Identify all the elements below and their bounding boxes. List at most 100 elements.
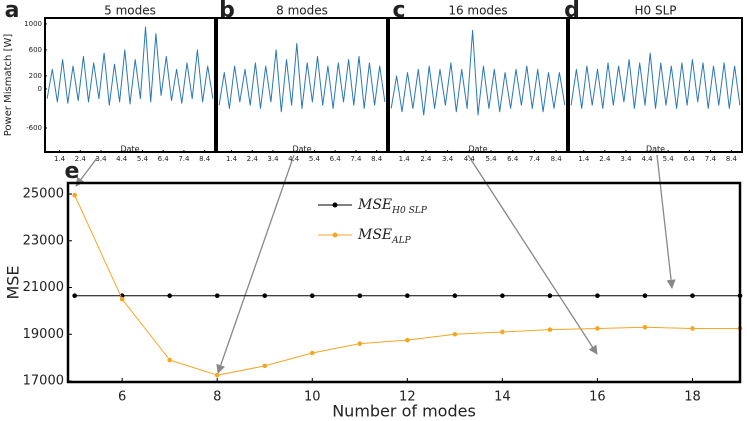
y-tick-label: 25000 [23,186,64,201]
data-line [218,42,386,113]
legend-marker [332,232,338,238]
x-tick-label: 3.4 [95,155,107,163]
data-point [72,293,77,299]
x-tick-label: 8.4 [199,155,211,163]
legend-name: MSE [357,197,392,213]
data-point [500,293,505,299]
legend-subscript: ALP [391,236,411,246]
x-tick-label: 7.4 [350,155,362,163]
x-tick-label: 7.4 [529,155,541,163]
y-tick-label: 0 [38,85,42,93]
panel-title: 5 modes [104,4,156,18]
y-tick-label: 17000 [23,374,64,389]
x-axis-label: Date [646,145,665,154]
y-tick-label: 21000 [23,280,64,295]
x-tick-label: 14 [494,390,511,405]
y-tick-label: 23000 [23,233,64,248]
data-point [119,296,125,302]
x-tick-label: 8 [213,390,221,405]
data-point [452,331,458,337]
x-tick-label: 6.4 [684,155,696,163]
plot-frame [216,17,388,153]
x-tick-label: 6 [118,390,126,405]
x-tick-label: 10 [304,390,321,405]
y-tick-label: 200 [29,72,42,80]
data-point [547,293,553,299]
x-tick-label: 5.4 [485,155,497,163]
x-tick-label: 8.4 [726,155,738,163]
x-tick-label: 2.4 [247,155,259,163]
data-point [167,293,173,299]
x-tick-label: 4.4 [641,155,653,163]
x-axis-label: Date [468,145,487,154]
data-point [167,357,173,363]
panel-title: H0 SLP [634,4,676,18]
y-tick-label: 19000 [23,327,64,342]
x-tick-label: 2.4 [420,155,432,163]
panel-letter: e [65,159,80,184]
data-point [214,293,220,299]
data-point [500,329,505,335]
arrow [75,157,98,187]
y-tick-label: 600 [29,46,42,54]
y-tick-label: -600 [26,124,42,132]
legend-marker [332,202,338,208]
data-point [309,293,315,299]
x-tick-label: 6.4 [330,155,342,163]
panel-letter: c [392,0,405,23]
x-tick-label: 4.4 [116,155,128,163]
legend-label: MSEH0 SLP [357,197,428,216]
plot-frame [568,17,743,153]
y-tick-label: 1000 [24,20,42,28]
x-tick-label: 2.4 [599,155,611,163]
data-point [309,350,315,356]
panel-title: 16 modes [448,4,507,18]
data-point [690,293,695,299]
data-point [405,337,410,343]
data-point [547,327,553,332]
data-line [570,52,741,109]
data-point [357,341,363,346]
y-axis-label: Power Mismatch [W] [3,34,14,137]
data-line [46,26,214,106]
data-point [690,326,695,331]
data-point [642,324,648,330]
data-point [72,192,77,198]
legend-name: MSE [357,227,392,243]
x-tick-label: 1.4 [54,155,66,163]
data-line [390,29,566,116]
x-tick-label: 7.4 [178,155,190,163]
plot-frame [388,17,568,153]
data-point [405,293,410,299]
x-axis-label: Date [292,145,311,154]
x-axis-label: Number of modes [332,402,476,421]
x-tick-label: 4.4 [464,155,476,163]
x-tick-label: 5.4 [309,155,321,163]
arrows [75,154,676,374]
x-tick-label: 4.4 [288,155,300,163]
arrow [656,154,676,289]
panel-letter: d [564,0,580,23]
data-point [642,293,648,299]
x-tick-label: 8.4 [551,155,563,163]
x-tick-label: 5.4 [137,155,149,163]
x-tick-label: 6.4 [158,155,170,163]
x-axis-label: Date [120,145,139,154]
x-tick-label: 16 [589,390,606,405]
data-point [452,293,458,299]
plot-frame [44,17,216,153]
x-tick-label: 12 [399,390,416,405]
arrow [216,154,295,374]
panel-letter: a [5,0,20,23]
x-tick-label: 1.4 [578,155,590,163]
panel-letter: b [219,0,235,23]
x-tick-label: 3.4 [620,155,632,163]
y-axis-label: MSE [4,265,23,299]
arrow [467,154,598,355]
x-tick-label: 3.4 [267,155,279,163]
data-point [262,293,268,299]
data-point [262,363,268,369]
x-tick-label: 1.4 [226,155,238,163]
legend-subscript: H0 SLP [391,206,428,216]
